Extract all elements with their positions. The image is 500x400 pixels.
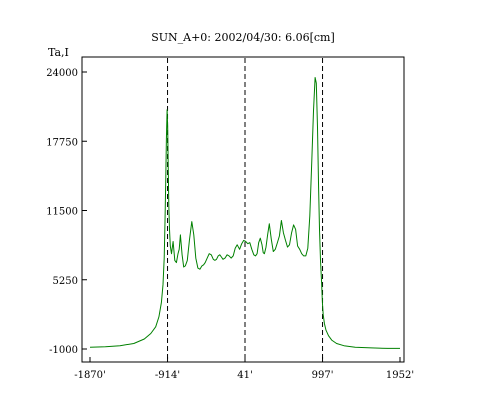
chart-title: SUN_A+0: 2002/04/30: 6.06[cm] (151, 31, 335, 44)
plot-frame (81, 56, 405, 363)
y-tick-label-1: 5250 (53, 276, 78, 287)
y-tick-label-4: 24000 (46, 68, 78, 79)
x-tick-label-0: -1870' (74, 370, 106, 381)
y-tick-label-2: 11500 (46, 207, 78, 218)
y-axis-label: Ta,I (48, 46, 69, 59)
x-tick-label-4: 1952' (386, 370, 414, 381)
y-tick-label-0: -1000 (49, 345, 78, 356)
y-tick-label-3: 17750 (46, 137, 78, 148)
x-tick-label-2: 41' (237, 370, 252, 381)
x-tick-label-1: -914' (155, 370, 180, 381)
series-line-0 (89, 77, 400, 349)
x-tick-label-3: 997' (312, 370, 334, 381)
